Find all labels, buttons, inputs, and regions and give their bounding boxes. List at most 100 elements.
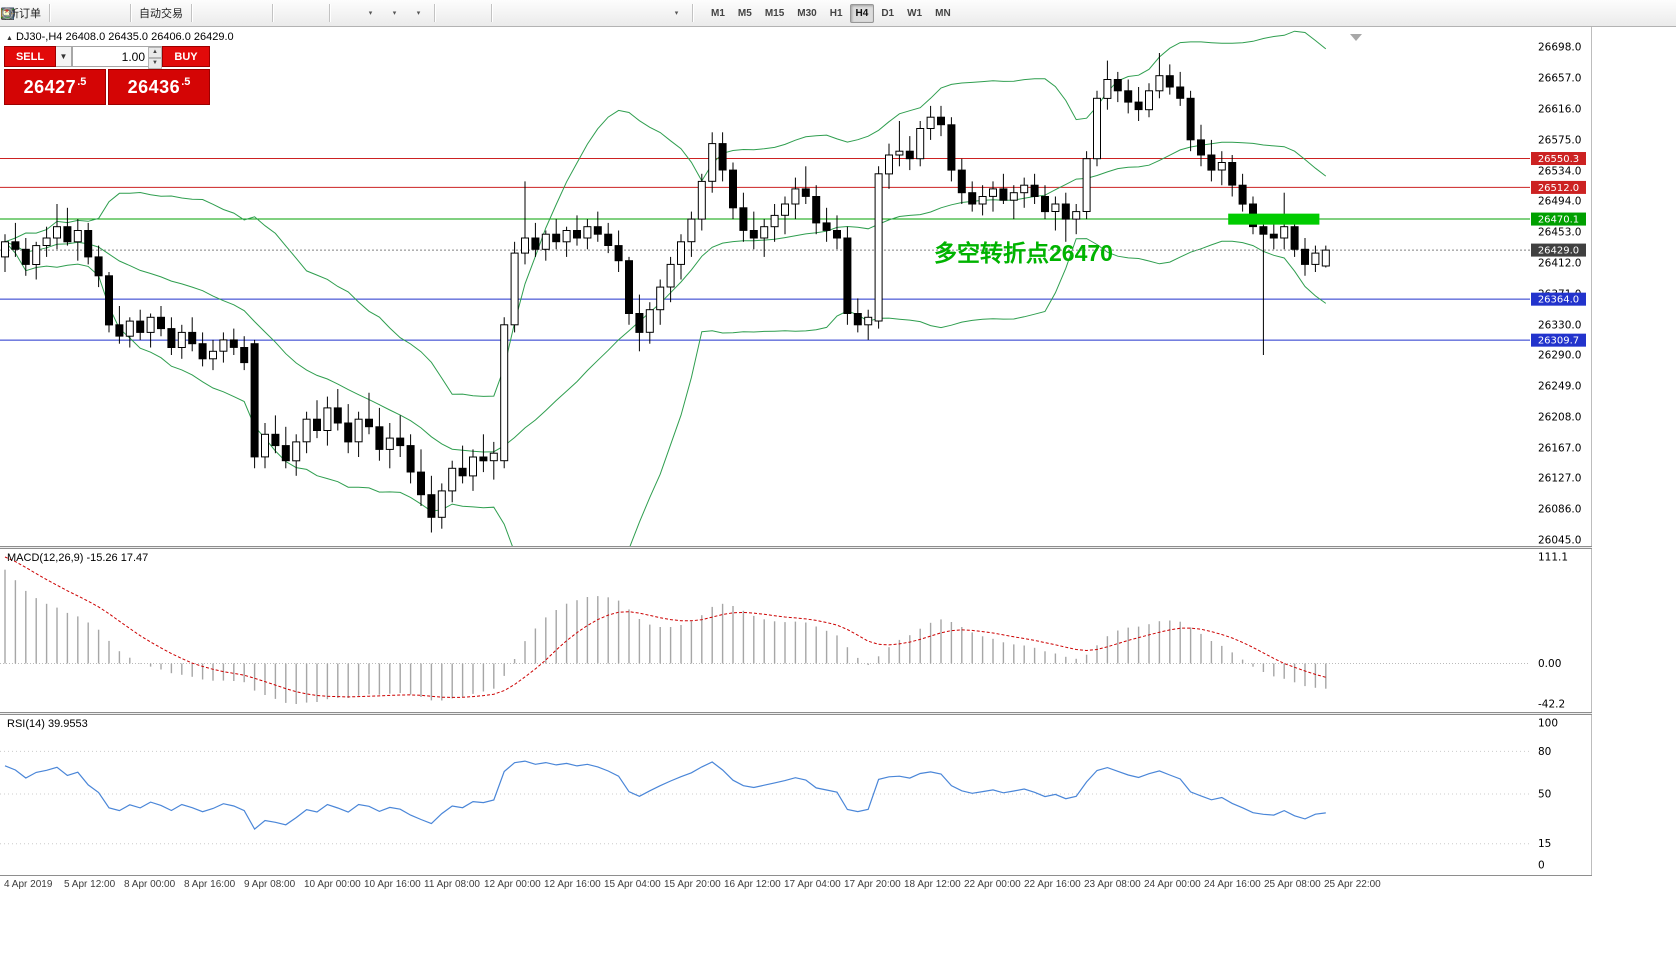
buy-price-button[interactable]: 26436.5 (108, 69, 210, 105)
toolbar-separator (692, 4, 693, 22)
rsi-scale-label: 80 (1538, 746, 1551, 758)
time-label: 17 Apr 04:00 (784, 879, 841, 890)
bollinger-middle-line (4, 141, 1327, 453)
svg-text:26127.0: 26127.0 (1538, 473, 1581, 485)
buy-button[interactable]: BUY (162, 46, 210, 67)
timeframe-d1-button[interactable]: D1 (881, 7, 895, 19)
sell-price-button[interactable]: 26427.5 (4, 69, 106, 105)
timeframe-h1-button[interactable]: H1 (829, 7, 843, 19)
macd-chart[interactable]: 111.1 0.00 -42.2 (0, 549, 1592, 712)
main-chart[interactable]: 26698.0 26657.0 26616.0 26575.0 26534.0 26494… (0, 27, 1592, 546)
volume-input[interactable] (73, 47, 148, 66)
time-label: 23 Apr 08:00 (1084, 879, 1141, 890)
zoom-in-button[interactable] (1, 2, 301, 24)
label-tool-button[interactable] (1, 2, 664, 24)
price-badge (1531, 243, 1586, 257)
trendline-tool-button[interactable] (1, 2, 568, 24)
toolbar: 新订单 自动交易 (0, 0, 1676, 27)
time-label: 17 Apr 20:00 (844, 879, 901, 890)
arrows-tool-button[interactable]: ▾ (4, 2, 688, 24)
timeframe-m15-button[interactable]: M15 (764, 7, 785, 19)
svg-text:26290.0: 26290.0 (1538, 350, 1581, 362)
price-scale[interactable]: 26698.0 26657.0 26616.0 26575.0 26534.0 26494… (1538, 42, 1581, 547)
svg-text:26534.0: 26534.0 (1538, 165, 1581, 177)
svg-text:26208.0: 26208.0 (1538, 411, 1581, 423)
rsi-scale-label: 100 (1538, 718, 1558, 730)
timeframe-w1-button[interactable]: W1 (907, 7, 923, 19)
time-label: 22 Apr 16:00 (1024, 879, 1081, 890)
refresh-button[interactable] (2, 2, 126, 24)
dropdown-caret-icon: ▾ (416, 10, 421, 17)
volume-dropdown-button[interactable]: ▼ (56, 46, 72, 67)
candles-layer (1, 53, 1330, 533)
timeframe-m30-button[interactable]: M30 (797, 7, 817, 19)
bollinger-lower-line (4, 238, 1327, 546)
svg-text:26575.0: 26575.0 (1538, 134, 1581, 146)
rsi-scale-label: 50 (1538, 789, 1551, 801)
price-badge-text: 26309.7 (1538, 336, 1579, 347)
toolbar-separator (49, 4, 50, 22)
market-watch-button[interactable] (1, 2, 78, 24)
autotrading-label: 自动交易 (139, 8, 183, 20)
tile-windows-button[interactable] (1, 2, 358, 24)
time-label: 24 Apr 00:00 (1144, 879, 1201, 890)
toolbar-separator (434, 4, 435, 22)
crosshair-tool-button[interactable] (1, 2, 487, 24)
chart-ohlc-header: ▲ DJ30-,H4 26408.0 26435.0 26406.0 26429.… (6, 31, 234, 43)
price-badge (1531, 152, 1586, 166)
time-label: 18 Apr 12:00 (904, 879, 961, 890)
time-label: 12 Apr 00:00 (484, 879, 541, 890)
pane-separator[interactable] (0, 546, 1592, 549)
vertical-line-tool-button[interactable] (6, 2, 520, 24)
bar-chart-button[interactable] (2, 2, 220, 24)
indicators-button[interactable]: ▾ (0, 2, 382, 24)
chart-shift-marker-icon[interactable] (1350, 34, 1362, 41)
dropdown-caret-icon: ▾ (392, 10, 397, 17)
time-label: 8 Apr 00:00 (124, 879, 176, 890)
timeframe-h4-button[interactable]: H4 (849, 3, 875, 23)
time-axis[interactable]: 4 Apr 2019 5 Apr 12:00 8 Apr 00:00 8 Apr 16… (0, 875, 1592, 893)
symbol-ohlc-text: DJ30-,H4 26408.0 26435.0 26406.0 26429.0 (15, 31, 234, 43)
text-tool-button[interactable]: A (3, 2, 640, 24)
toolbar-separator (272, 4, 273, 22)
toolbar-right-group (1, 2, 1664, 24)
fibonacci-tool-button[interactable] (2, 2, 616, 24)
svg-text:26453.0: 26453.0 (1538, 226, 1581, 238)
macd-signal-line (4, 556, 1326, 698)
collapse-arrow-icon[interactable]: ▲ (6, 35, 13, 42)
macd-histogram (4, 569, 1327, 704)
dropdown-caret-icon: ▾ (674, 10, 679, 17)
toolbar-separator (191, 4, 192, 22)
channel-tool-button[interactable] (1, 2, 592, 24)
timeframe-mn-button[interactable]: MN (935, 7, 951, 19)
sell-button[interactable]: SELL (4, 46, 56, 67)
rsi-label: RSI(14) 39.9553 (7, 718, 88, 730)
volume-up-button[interactable]: ▲ (148, 47, 162, 58)
horizontal-line-tool-button[interactable] (2, 2, 544, 24)
time-label: 25 Apr 22:00 (1324, 879, 1381, 890)
time-label: 15 Apr 04:00 (604, 879, 661, 890)
timeframe-m1-button[interactable]: M1 (711, 7, 725, 19)
volume-down-button[interactable]: ▼ (148, 58, 162, 69)
highlight-level-bar[interactable] (1228, 213, 1320, 225)
autotrading-button[interactable]: 自动交易 (3, 2, 187, 24)
timeframe-m5-button[interactable]: M5 (737, 7, 752, 19)
time-label: 12 Apr 16:00 (544, 879, 601, 890)
pane-separator[interactable] (0, 712, 1592, 715)
price-badge-text: 26429.0 (1538, 246, 1579, 257)
time-label: 22 Apr 00:00 (964, 879, 1021, 890)
line-chart-button[interactable] (0, 2, 268, 24)
chart-annotation-text: 多空转折点26470 (934, 240, 1113, 266)
candlestick-chart-button[interactable] (1, 2, 244, 24)
data-window-button[interactable] (2, 2, 102, 24)
cursor-tool-button[interactable] (4, 2, 463, 24)
svg-text:26330.0: 26330.0 (1538, 319, 1581, 331)
periods-button[interactable]: ▾ (1, 2, 406, 24)
community-button[interactable] (1, 2, 1664, 24)
zoom-out-button[interactable] (1, 2, 325, 24)
templates-button[interactable]: ▾ (2, 2, 430, 24)
rsi-chart[interactable]: 100 80 50 15 0 (0, 715, 1592, 875)
price-badge (1531, 333, 1586, 347)
search-button[interactable] (1, 2, 1636, 24)
